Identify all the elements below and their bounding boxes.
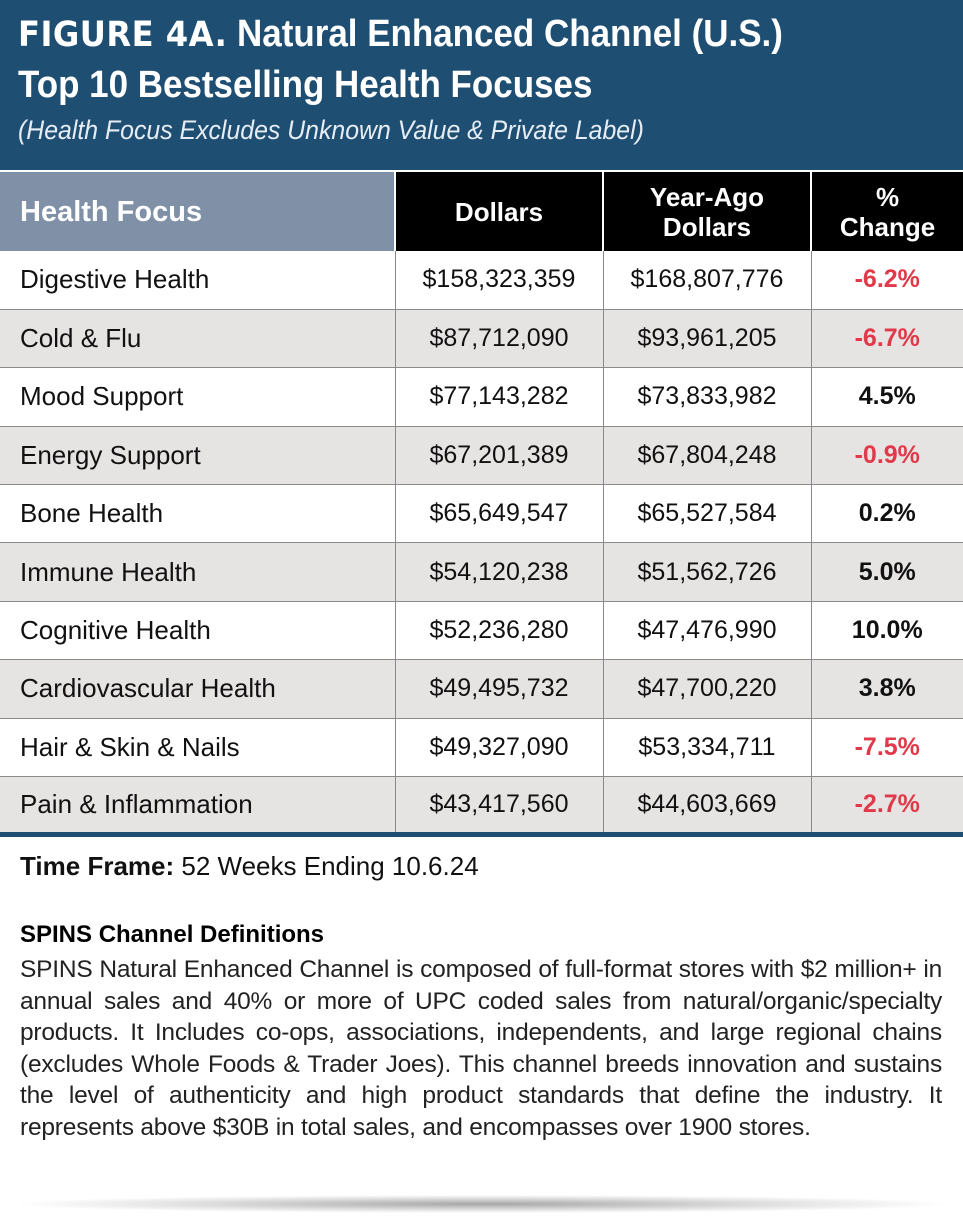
dollars-cell: $49,327,090	[394, 718, 603, 778]
year-ago-dollars-cell: $73,833,982	[602, 367, 811, 427]
dollars-cell: $77,143,282	[394, 367, 603, 427]
change-cell: 3.8%	[810, 659, 963, 719]
col-header-dollars: Dollars	[394, 172, 603, 251]
change-cell: 4.5%	[810, 367, 963, 427]
year-ago-dollars-cell: $47,476,990	[602, 601, 811, 661]
year-ago-dollars-cell: $93,961,205	[602, 309, 811, 369]
definitions-title: SPINS Channel Definitions	[20, 921, 325, 948]
figure-title: Natural Enhanced Channel (U.S.)	[237, 13, 783, 55]
year-ago-dollars-cell: $168,807,776	[602, 251, 811, 310]
figure-label: FIGURE 4A.	[18, 15, 228, 55]
dollars-cell: $67,201,389	[394, 426, 603, 486]
health-focus-cell: Hair & Skin & Nails	[0, 718, 395, 778]
dollars-cell: $65,649,547	[394, 484, 603, 544]
table-row: Cognitive Health $52,236,280 $47,476,990 10…	[0, 601, 963, 661]
table-row: Bone Health $65,649,547 $65,527,584 0.2%	[0, 484, 963, 544]
health-focus-cell: Cold & Flu	[0, 309, 395, 369]
figure-subtitle: (Health Focus Excludes Unknown Value & P…	[18, 115, 644, 145]
change-cell: -2.7%	[810, 776, 963, 838]
change-cell: 5.0%	[810, 542, 963, 602]
year-ago-dollars-cell: $53,334,711	[602, 718, 811, 778]
table-header-row: Health Focus Dollars Year-Ago Dollars% Chang…	[0, 172, 963, 251]
table-row: Mood Support $77,143,282 $73,833,982 4.5%	[0, 367, 963, 427]
dollars-cell: $49,495,732	[394, 659, 603, 719]
col-header-year-ago-dollars: Year-Ago Dollars	[602, 172, 811, 251]
year-ago-dollars-cell: $44,603,669	[602, 776, 811, 838]
time-frame-value: 52 Weeks Ending 10.6.24	[181, 851, 479, 881]
health-focus-cell: Digestive Health	[0, 251, 395, 310]
table-body: Digestive Health $158,323,359 $168,807,776…	[0, 251, 963, 838]
table-row: Hair & Skin & Nails $49,327,090 $53,334,71…	[0, 718, 963, 778]
dollars-cell: $54,120,238	[394, 542, 603, 602]
year-ago-dollars-cell: $51,562,726	[602, 542, 811, 602]
health-focus-table: Health Focus Dollars Year-Ago Dollars% Chang…	[0, 172, 963, 838]
health-focus-cell: Mood Support	[0, 367, 395, 427]
table-row: Cardiovascular Health $49,495,732 $47,700,…	[0, 659, 963, 719]
dollars-cell: $52,236,280	[394, 601, 603, 661]
change-cell: 0.2%	[810, 484, 963, 544]
year-ago-dollars-cell: $67,804,248	[602, 426, 811, 486]
table-row: Pain & Inflammation $43,417,560 $44,603,66…	[0, 776, 963, 838]
year-ago-dollars-cell: $47,700,220	[602, 659, 811, 719]
year-ago-dollars-cell: $65,527,584	[602, 484, 811, 544]
col-header-change: % Change	[810, 172, 963, 251]
definitions-body: SPINS Natural Enhanced Channel is compos…	[20, 956, 942, 1141]
health-focus-cell: Bone Health	[0, 484, 395, 544]
change-cell: -6.2%	[810, 251, 963, 310]
change-cell: 10.0%	[810, 601, 963, 661]
figure-title-line-2: Top 10 Bestselling Health Focuses	[18, 64, 593, 106]
health-focus-cell: Cardiovascular Health	[0, 659, 395, 719]
change-cell: -6.7%	[810, 309, 963, 369]
col-header-health-focus: Health Focus	[0, 172, 395, 251]
health-focus-cell: Cognitive Health	[0, 601, 395, 661]
table-row: Digestive Health $158,323,359 $168,807,776…	[0, 251, 963, 310]
page-shadow	[20, 1195, 943, 1213]
dollars-cell: $43,417,560	[394, 776, 603, 838]
table-row: Immune Health $54,120,238 $51,562,726 5.0%	[0, 542, 963, 602]
time-frame-label: Time Frame:	[20, 851, 175, 881]
health-focus-cell: Energy Support	[0, 426, 395, 486]
table-row: Energy Support $67,201,389 $67,804,248 -0.9…	[0, 426, 963, 486]
time-frame: Time Frame: 52 Weeks Ending 10.6.24	[20, 851, 479, 882]
change-cell: -0.9%	[810, 426, 963, 486]
dollars-cell: $87,712,090	[394, 309, 603, 369]
health-focus-cell: Pain & Inflammation	[0, 776, 395, 838]
change-cell: -7.5%	[810, 718, 963, 778]
dollars-cell: $158,323,359	[394, 251, 603, 310]
title-line-1: FIGURE 4A. Natural Enhanced Channel (U.S…	[18, 8, 887, 61]
figure-header: FIGURE 4A. Natural Enhanced Channel (U.S…	[0, 0, 963, 170]
table-row: Cold & Flu $87,712,090 $93,961,205 -6.7%	[0, 309, 963, 369]
health-focus-cell: Immune Health	[0, 542, 395, 602]
